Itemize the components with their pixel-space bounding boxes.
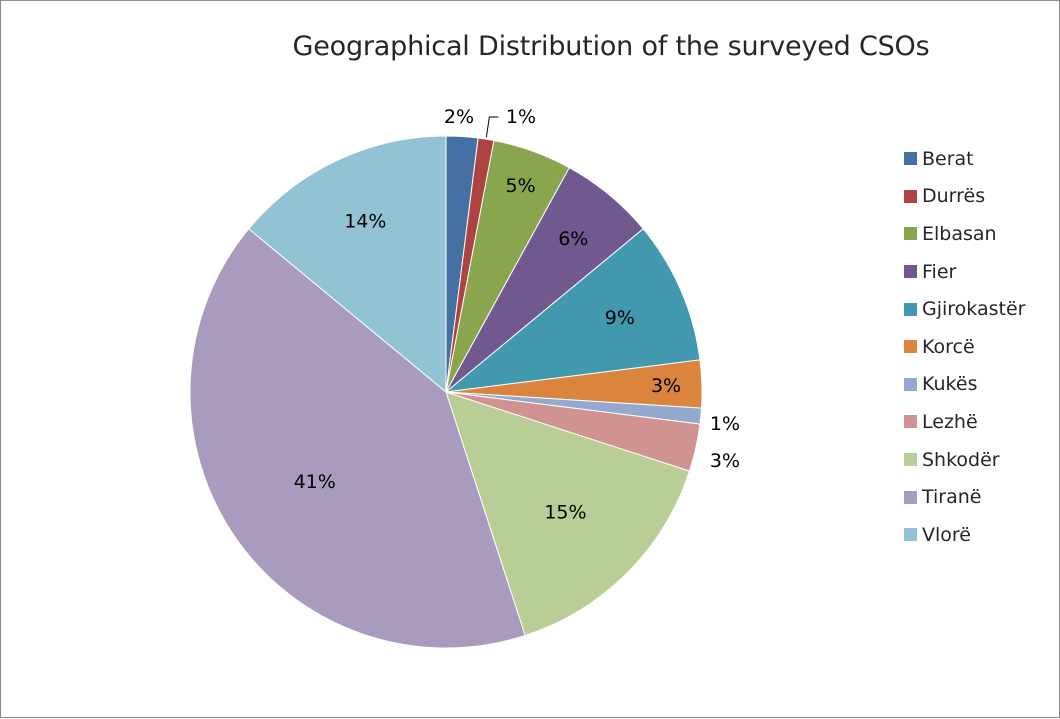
legend-item-lezhe: Lezhë [904, 403, 1025, 441]
legend-swatch [904, 453, 917, 467]
data-label-berat: 2% [444, 106, 474, 128]
legend-item-elbasan: Elbasan [904, 215, 1025, 253]
legend-item-kukes: Kukës [904, 366, 1025, 404]
legend-item-tirane: Tiranë [904, 478, 1025, 516]
data-label-tirane: 41% [294, 471, 336, 493]
leader-line-durres [485, 116, 499, 138]
legend-item-durres: Durrës [904, 178, 1025, 216]
legend-swatch [904, 490, 917, 504]
data-label-kukes: 1% [710, 413, 740, 435]
pie-slice-shkoder [445, 391, 691, 637]
pie-slice-vlore [248, 135, 447, 394]
legend-label: Gjirokastër [922, 298, 1026, 321]
data-label-fier: 6% [558, 228, 588, 250]
legend-item-vlore: Vlorë [904, 516, 1025, 554]
legend-swatch [904, 189, 917, 203]
legend-label: Tiranë [922, 486, 982, 509]
legend-label: Kukës [922, 373, 978, 396]
legend-label: Elbasan [922, 222, 997, 245]
legend-label: Lezhë [922, 410, 978, 433]
data-label-vlore: 14% [344, 211, 386, 233]
legend-swatch [904, 377, 917, 391]
legend-swatch [904, 415, 917, 429]
legend-label: Fier [922, 260, 957, 283]
legend-label: Durrës [922, 185, 986, 208]
data-label-gjirokaster: 9% [605, 307, 635, 329]
legend-item-gjirokaster: Gjirokastër [904, 290, 1025, 328]
legend-label: Vlorë [922, 523, 971, 546]
legend-item-shkoder: Shkodër [904, 441, 1025, 479]
chart-title: Geographical Distribution of the surveye… [292, 31, 930, 62]
data-label-shkoder: 15% [544, 501, 586, 523]
legend-item-berat: Berat [904, 140, 1025, 178]
data-label-lezhe: 3% [710, 450, 740, 472]
legend-label: Korcë [922, 335, 975, 358]
legend-label: Berat [922, 147, 974, 170]
legend-label: Shkodër [922, 448, 1000, 471]
legend-swatch [904, 227, 917, 241]
pie-slice-tirane [189, 228, 526, 649]
legend-item-fier: Fier [904, 253, 1025, 291]
legend-swatch [904, 340, 917, 354]
data-label-korce: 3% [651, 375, 681, 397]
legend-swatch [904, 302, 917, 316]
legend-item-korce: Korcë [904, 328, 1025, 366]
legend: Berat Durrës Elbasan Fier Gjirokastër Korcë Ku… [904, 140, 1025, 554]
legend-swatch [904, 528, 917, 542]
legend-swatch [904, 152, 917, 166]
data-label-elbasan: 5% [505, 175, 535, 197]
legend-swatch [904, 265, 917, 279]
pie-slice-gjirokaster [444, 228, 701, 393]
data-label-durres: 1% [506, 106, 536, 128]
